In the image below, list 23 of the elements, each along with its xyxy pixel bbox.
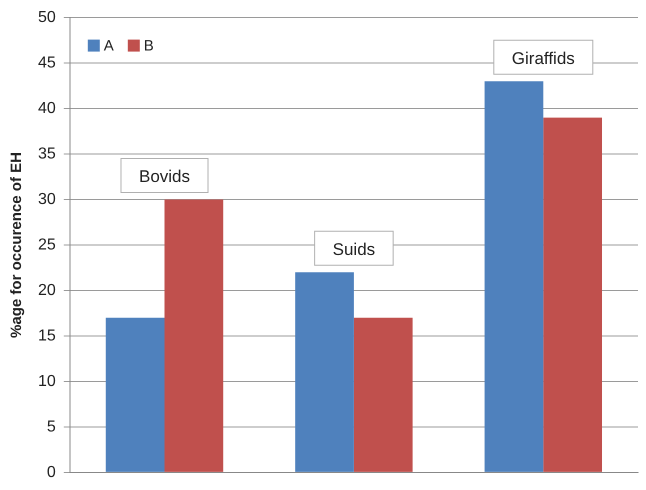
y-tick-label: 35: [38, 145, 56, 162]
bar: [106, 318, 164, 472]
bar: [484, 81, 544, 472]
y-tick-label: 15: [38, 327, 56, 344]
y-tick-label: 20: [38, 282, 56, 299]
bar: [295, 272, 354, 472]
x-tick-label: Giraffids: [512, 48, 575, 68]
y-tick-label: 40: [38, 100, 56, 117]
y-tick-label: 5: [46, 418, 56, 436]
y-axis-title: %age for occurence of EH: [8, 152, 26, 338]
y-tick-label: 0: [46, 464, 56, 481]
y-tick-label: 30: [38, 190, 56, 208]
x-tick-label: Bovids: [138, 167, 190, 186]
x-tick-label: Suids: [332, 240, 376, 259]
bar: [164, 200, 224, 472]
y-tick-label: 10: [38, 372, 56, 390]
legend-label: B: [144, 38, 154, 55]
bar: [354, 318, 413, 472]
y-tick-label: 45: [38, 54, 56, 72]
legend-label: A: [104, 38, 114, 55]
bar: [543, 118, 602, 472]
y-tick-label: 25: [38, 236, 56, 254]
y-tick-label: 50: [38, 9, 56, 26]
